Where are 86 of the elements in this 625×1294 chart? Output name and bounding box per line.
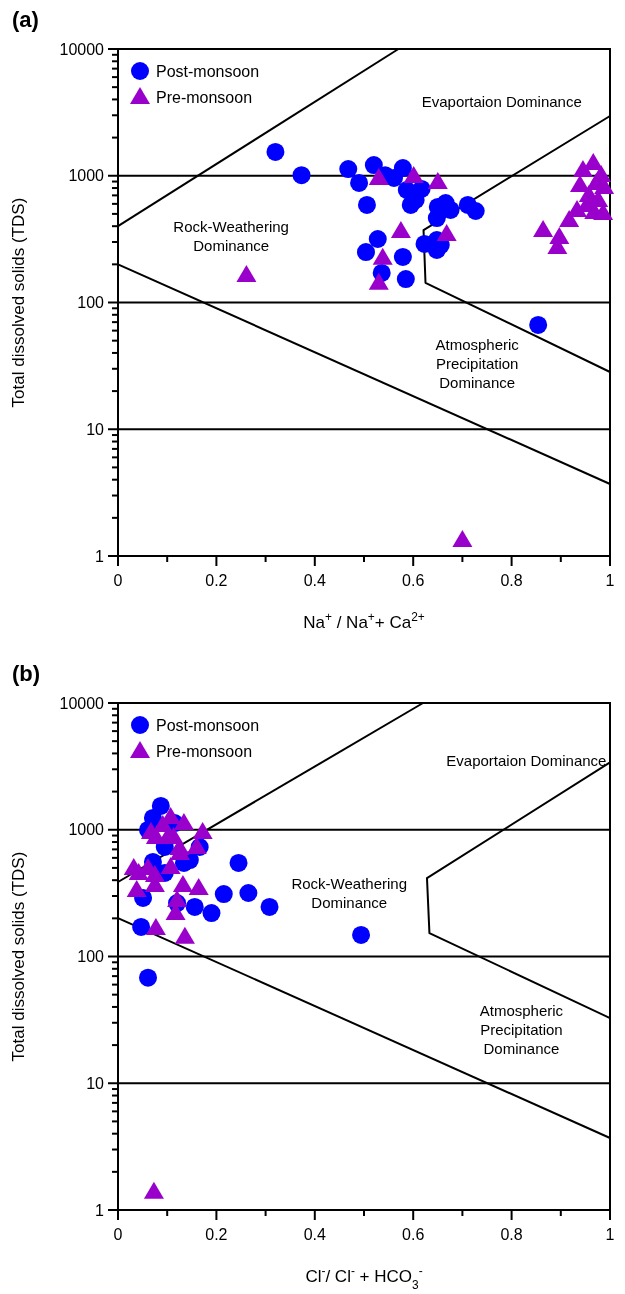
point [292,166,311,185]
y-axis-title: Total dissolved solids (TDS) [9,197,28,408]
point [427,171,448,189]
x-tick-label: 0.8 [500,572,523,589]
point [143,1181,164,1199]
x-tick-label: 1 [605,572,615,589]
point [452,529,473,547]
chart-title: (a) [12,7,39,32]
point [350,173,369,192]
point [202,904,221,923]
point [192,822,213,839]
point [466,202,485,221]
point [356,243,375,262]
y-tick-label: 10000 [59,694,105,712]
point [188,878,209,896]
point [357,195,376,214]
x-tick-label: 0.6 [402,572,425,589]
x-tick-label: 1 [605,1226,615,1243]
point [339,160,358,179]
point [126,879,147,897]
x-tick-label: 0 [113,572,123,589]
point [239,883,258,902]
point [403,165,424,183]
point [427,209,446,228]
annotation: Evaportaion Dominance [421,93,582,111]
point [368,229,387,248]
x-tick-label: 0.2 [205,1226,228,1243]
annotation: Rock-Weathering Dominance [291,874,408,911]
x-tick-label: 0.2 [205,572,228,589]
point [572,160,593,178]
legend-label: Post-monsoon [156,716,260,734]
x-tick-label: 0 [113,1226,123,1243]
legend-label: Pre-monsoon [156,742,253,760]
y-tick-label: 1000 [68,167,105,185]
y-tick-label: 100 [77,948,105,966]
point [352,925,371,944]
y-tick-label: 10 [86,420,105,438]
point [559,209,580,227]
point [186,837,207,854]
point [236,264,257,282]
chart-title: (b) [12,661,41,686]
point [173,813,194,831]
x-tick-label: 0.6 [402,1226,425,1243]
annotation: Atmospheric Precipitation Dominance [435,335,520,391]
y-tick-label: 1 [95,1201,105,1219]
point [160,857,181,875]
legend-label: Pre-monsoon [156,88,253,106]
point [174,926,195,944]
point [567,199,588,217]
x-tick-label: 0.4 [303,1226,327,1243]
point [368,272,389,290]
annotation: Rock-Weathering Dominance [173,218,289,255]
point [364,156,383,175]
point [396,270,415,289]
point [533,220,554,238]
y-tick-label: 100 [77,294,105,312]
point [372,247,393,265]
point [368,168,389,185]
x-tick-label: 0.4 [303,572,327,589]
point [185,897,204,916]
y-axis-title: Total dissolved solids (TDS) [9,851,28,1062]
point [569,175,590,193]
point [260,897,279,916]
x-tick-label: 0.8 [500,1226,523,1243]
point [390,220,411,238]
annotation: Evaportaion Dominance [446,751,607,769]
point [214,885,233,904]
point [132,917,151,936]
point [393,247,412,266]
x-axis-title: Na$^{+}$ / Na$^{+}$+ Ca$^{2+}$ [303,610,425,632]
y-tick-label: 10 [86,1074,105,1092]
point [145,917,166,935]
point [229,853,248,872]
point [167,890,188,908]
point [139,968,158,987]
point [128,862,149,880]
point [436,224,457,242]
y-tick-label: 10000 [59,40,105,58]
point [266,142,285,161]
legend-label: Post-monsoon [156,62,260,80]
y-tick-label: 1 [95,547,105,565]
y-tick-label: 1000 [68,821,105,839]
annotation: Atmospheric Precipitation Dominance [479,1002,564,1058]
point [393,159,412,178]
point [172,874,193,892]
point [529,315,548,334]
